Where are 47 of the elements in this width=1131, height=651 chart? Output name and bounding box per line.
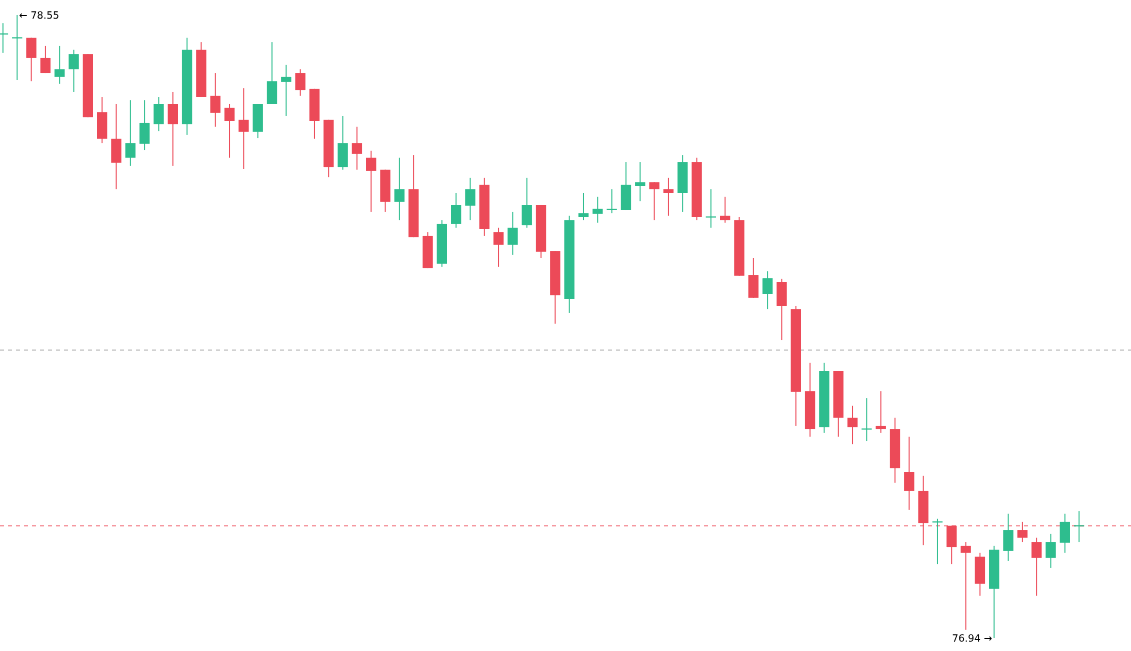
candlestick (450, 192, 462, 229)
candlestick (238, 87, 249, 170)
candlestick (748, 257, 759, 299)
candlestick (493, 227, 504, 268)
annotation: 76.94 → (952, 634, 992, 642)
candlestick (465, 177, 476, 221)
candlestick (649, 181, 660, 221)
candlestick (904, 436, 915, 511)
candlestick (521, 177, 532, 229)
candlestick (875, 390, 886, 434)
candlestick (351, 126, 363, 171)
candlestick (1031, 537, 1042, 597)
candlestick (139, 99, 150, 151)
candlestick (860, 397, 873, 442)
candlestick (153, 96, 164, 132)
candlestick (366, 150, 377, 213)
candlestick (719, 196, 731, 224)
annotation: ← 78.55 (19, 11, 59, 19)
candlestick (40, 45, 51, 74)
candlestick (337, 115, 348, 171)
candlestick (705, 188, 717, 229)
candlestick (54, 45, 65, 85)
candlestick (592, 196, 603, 224)
candlestick (210, 72, 221, 128)
candlestick (26, 37, 37, 82)
candlestick (931, 518, 944, 565)
candlestick (281, 64, 292, 117)
candlestick (266, 41, 278, 105)
candlestick (125, 99, 136, 167)
candlestick (224, 103, 235, 159)
candlestick (394, 157, 405, 221)
candlestick (635, 161, 646, 202)
candlestick (762, 270, 773, 310)
candlestick (663, 177, 674, 217)
candlestick (1059, 513, 1070, 554)
candlestick (167, 91, 178, 167)
candlestick (68, 49, 79, 93)
candlestick (960, 541, 971, 631)
candlestick (1045, 533, 1056, 569)
candlestick (847, 405, 858, 445)
candlestick (507, 211, 518, 256)
candlestick (0, 22, 9, 54)
candlestick (578, 192, 589, 221)
candlestick (1003, 513, 1014, 562)
candlestick (111, 103, 122, 190)
candlestick (776, 278, 787, 341)
candlestick (295, 68, 306, 97)
